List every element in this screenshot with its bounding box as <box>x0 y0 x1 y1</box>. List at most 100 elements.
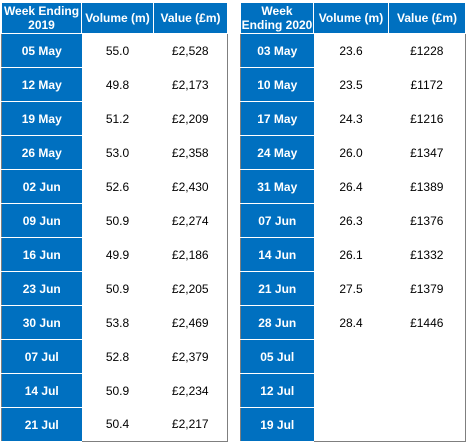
week-cell: 07 Jul <box>1 339 82 374</box>
table-row: 10 May 23.5 £1172 <box>240 67 466 102</box>
week-cell: 23 Jun <box>1 271 82 306</box>
value-cell: £2,205 <box>153 271 228 306</box>
table-row: 31 May 26.4 £1389 <box>240 169 466 204</box>
table-row: 16 Jun 49.9 £2,186 <box>1 237 228 272</box>
volume-cell: 52.6 <box>81 169 154 204</box>
week-cell: 14 Jul <box>1 373 82 408</box>
volume-cell: 50.9 <box>81 373 154 408</box>
table-row: 19 Jul <box>240 407 466 442</box>
header-row: Week Ending 2019 Volume (m) Value (£m) <box>1 2 228 34</box>
value-cell: £1216 <box>388 101 466 136</box>
value-cell: £1376 <box>388 203 466 238</box>
volume-cell: 26.4 <box>313 169 389 204</box>
table-row: 23 Jun 50.9 £2,205 <box>1 271 228 306</box>
week-cell: 07 Jun <box>240 203 314 238</box>
value-cell: £2,274 <box>153 203 228 238</box>
table-row: 09 Jun 50.9 £2,274 <box>1 203 228 238</box>
week-cell: 02 Jun <box>1 169 82 204</box>
value-cell: £2,217 <box>153 407 228 442</box>
table-row: 21 Jun 27.5 £1379 <box>240 271 466 306</box>
volume-cell <box>313 339 389 374</box>
week-cell: 19 Jul <box>240 407 314 442</box>
volume-cell: 52.8 <box>81 339 154 374</box>
week-cell: 03 May <box>240 33 314 68</box>
value-cell: £2,469 <box>153 305 228 340</box>
week-cell: 16 Jun <box>1 237 82 272</box>
header-week-ending: Week Ending 2020 <box>240 2 314 34</box>
header-value: Value (£m) <box>153 2 228 34</box>
header-value: Value (£m) <box>388 2 466 34</box>
week-cell: 12 Jul <box>240 373 314 408</box>
week-cell: 21 Jun <box>240 271 314 306</box>
week-cell: 30 Jun <box>1 305 82 340</box>
volume-cell: 28.4 <box>313 305 389 340</box>
value-cell: £2,528 <box>153 33 228 68</box>
week-cell: 19 May <box>1 101 82 136</box>
volume-cell: 27.5 <box>313 271 389 306</box>
table-row: 14 Jun 26.1 £1332 <box>240 237 466 272</box>
volume-cell: 55.0 <box>81 33 154 68</box>
value-cell: £2,209 <box>153 101 228 136</box>
table-row: 17 May 24.3 £1216 <box>240 101 466 136</box>
week-cell: 17 May <box>240 101 314 136</box>
volume-cell: 26.3 <box>313 203 389 238</box>
volume-cell: 26.1 <box>313 237 389 272</box>
week-cell: 26 May <box>1 135 82 170</box>
value-cell: £1446 <box>388 305 466 340</box>
table-row: 28 Jun 28.4 £1446 <box>240 305 466 340</box>
value-cell: £1228 <box>388 33 466 68</box>
volume-cell <box>313 373 389 408</box>
volume-cell: 49.9 <box>81 237 154 272</box>
volume-cell: 50.9 <box>81 203 154 238</box>
value-cell <box>388 407 466 442</box>
week-cell: 05 Jul <box>240 339 314 374</box>
value-cell: £1347 <box>388 135 466 170</box>
week-cell: 21 Jul <box>1 407 82 442</box>
header-row: Week Ending 2020 Volume (m) Value (£m) <box>240 2 466 34</box>
value-cell: £1389 <box>388 169 466 204</box>
table-row: 24 May 26.0 £1347 <box>240 135 466 170</box>
table-2019: Week Ending 2019 Volume (m) Value (£m) 05 … <box>1 2 228 442</box>
volume-cell: 24.3 <box>313 101 389 136</box>
volume-cell: 50.4 <box>81 407 154 442</box>
table-row: 07 Jul 52.8 £2,379 <box>1 339 228 374</box>
header-volume: Volume (m) <box>81 2 154 34</box>
header-volume: Volume (m) <box>313 2 389 34</box>
table-row: 02 Jun 52.6 £2,430 <box>1 169 228 204</box>
week-cell: 24 May <box>240 135 314 170</box>
week-cell: 05 May <box>1 33 82 68</box>
table-row: 12 May 49.8 £2,173 <box>1 67 228 102</box>
table-row: 26 May 53.0 £2,358 <box>1 135 228 170</box>
table-row: 14 Jul 50.9 £2,234 <box>1 373 228 408</box>
table-row: 21 Jul 50.4 £2,217 <box>1 407 228 442</box>
week-cell: 10 May <box>240 67 314 102</box>
table-row: 05 May 55.0 £2,528 <box>1 33 228 68</box>
week-cell: 12 May <box>1 67 82 102</box>
volume-cell: 53.8 <box>81 305 154 340</box>
volume-cell: 26.0 <box>313 135 389 170</box>
week-cell: 14 Jun <box>240 237 314 272</box>
value-cell <box>388 373 466 408</box>
volume-cell: 49.8 <box>81 67 154 102</box>
value-cell: £2,430 <box>153 169 228 204</box>
value-cell <box>388 339 466 374</box>
value-cell: £2,186 <box>153 237 228 272</box>
value-cell: £2,173 <box>153 67 228 102</box>
volume-cell: 50.9 <box>81 271 154 306</box>
table-row: 03 May 23.6 £1228 <box>240 33 466 68</box>
value-cell: £1332 <box>388 237 466 272</box>
table-row: 05 Jul <box>240 339 466 374</box>
value-cell: £1379 <box>388 271 466 306</box>
volume-cell: 51.2 <box>81 101 154 136</box>
table-row: 12 Jul <box>240 373 466 408</box>
week-cell: 09 Jun <box>1 203 82 238</box>
volume-cell: 53.0 <box>81 135 154 170</box>
header-week-ending: Week Ending 2019 <box>1 2 82 34</box>
volume-cell: 23.6 <box>313 33 389 68</box>
value-cell: £1172 <box>388 67 466 102</box>
table-row: 19 May 51.2 £2,209 <box>1 101 228 136</box>
week-cell: 28 Jun <box>240 305 314 340</box>
value-cell: £2,379 <box>153 339 228 374</box>
value-cell: £2,358 <box>153 135 228 170</box>
week-cell: 31 May <box>240 169 314 204</box>
